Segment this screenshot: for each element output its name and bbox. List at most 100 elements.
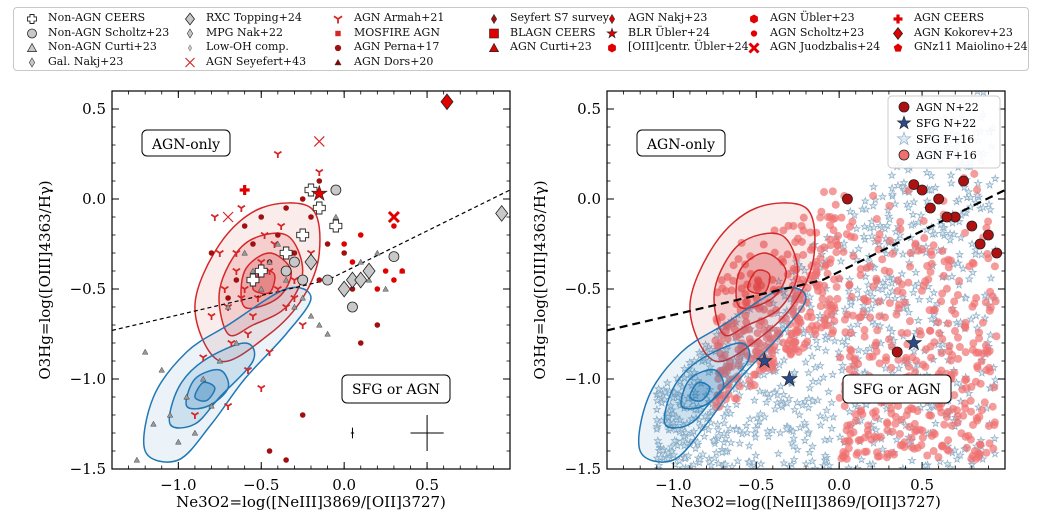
agn-f16-point [953,291,962,300]
agn-f16-point [953,412,962,421]
sfg-f16-point [838,360,848,370]
agn-f16-point [897,328,906,337]
data-point [495,204,509,222]
data-point [324,241,331,247]
agn-f16-point [937,349,946,358]
data-point [324,330,331,337]
agn-f16-point [735,354,744,363]
sfg-f16-point [898,292,908,302]
agn-f16-point [875,297,884,306]
y-tick-label: −0.5 [70,280,106,298]
sfg-f16-point [869,222,879,232]
agn-f16-point [737,284,746,293]
agn-f16-point [894,355,903,364]
sfg-f16-point [973,178,983,188]
sfg-f16-point [804,393,814,403]
agn-f16-point [934,318,943,327]
agn-f16-point [727,286,736,295]
sfg-f16-point [947,271,957,281]
sfg-f16-point [887,170,897,180]
data-point [304,183,318,197]
agn-f16-point [977,357,986,366]
sfg-f16-point [854,244,864,253]
left-label-sfg-or-agn: SFG or AGN [352,382,440,398]
data-point [958,175,969,187]
agn-f16-point [926,247,935,256]
agn-f16-point [832,282,841,291]
left-x-axis-label: Ne3O2=log([NeIII]3869/[OII]3727) [176,493,446,511]
data-point [297,274,309,286]
sfg-f16-point [699,431,709,441]
agn-f16-point [939,271,948,280]
sfg-f16-point [744,441,754,450]
agn-f16-point [760,305,769,314]
agn-f16-point [842,230,851,239]
agn-f16-point [845,281,854,290]
contour-level [194,381,216,402]
legend-label: AGN Armah+21 [354,11,445,24]
agn-f16-point [828,329,837,338]
agn-f16-point [820,243,829,252]
figure-legend: Non-AGN CEERS Non-AGN Scholtz+23 Non-AGN C… [13,7,1029,71]
agn-f16-point [734,255,743,264]
agn-f16-point [860,332,869,341]
agn-f16-point [851,416,860,425]
agn-f16-point [761,341,770,350]
error-bar [350,427,355,439]
agn-f16-point [799,250,808,259]
agn-f16-point [918,245,927,254]
data-point [891,346,903,358]
agn-f16-point [784,221,793,230]
data-point [258,285,265,292]
data-point [399,268,406,274]
agn-f16-point [887,363,896,372]
sfg-f16-point [735,438,745,448]
sfg-f16-point [703,356,713,366]
sfg-f16-point [990,375,1000,384]
data-point [207,312,216,320]
agn-f16-point [850,361,859,370]
sfg-f16-point [756,459,766,468]
agn-f16-point [848,217,857,226]
agn-f16-point [821,260,830,269]
agn-f16-point [862,263,871,272]
sfg-f16-point [749,395,760,405]
sfg-f16-point [750,463,761,469]
data-point [755,352,774,369]
sfg-f16-point [653,436,663,445]
agn-f16-point [825,221,834,230]
agn-f16-point [912,356,921,365]
agn-f16-point [834,231,843,240]
sfg-f16-point [916,210,926,220]
plot-area [607,91,1005,469]
agn-f16-point [967,454,976,463]
data-point [233,277,240,283]
sfg-f16-point [821,334,831,344]
agn-f16-point [989,444,998,453]
sfg-f16-point [870,319,880,329]
sfg-f16-point [846,322,856,332]
legend-label: Gal. Nakj+23 [48,54,124,68]
sfg-f16-point [828,369,838,379]
legend-marker-23 [893,43,903,52]
sfg-f16-point [990,449,1000,458]
agn-f16-point [919,216,928,225]
agn-f16-point [905,362,914,371]
agn-f16-point [882,356,891,365]
data-point [332,213,340,220]
sfg-f16-point [968,267,978,277]
sfg-f16-point [945,235,955,244]
agn-f16-point [871,341,880,350]
sfg-f16-point [745,414,755,423]
agn-f16-point [731,394,740,403]
legend-label: AGN Curti+23 [510,40,592,53]
agn-f16-point [725,362,734,371]
legend-marker-17 [608,43,616,53]
sfg-f16-point [764,431,774,441]
legend-label: RXC Topping+24 [206,11,302,24]
inset-legend-label: AGN N+22 [915,101,979,114]
contour-level [637,286,807,463]
sfg-f16-point [719,428,729,438]
sfg-f16-point [922,225,932,234]
sfg-f16-point [822,405,832,415]
